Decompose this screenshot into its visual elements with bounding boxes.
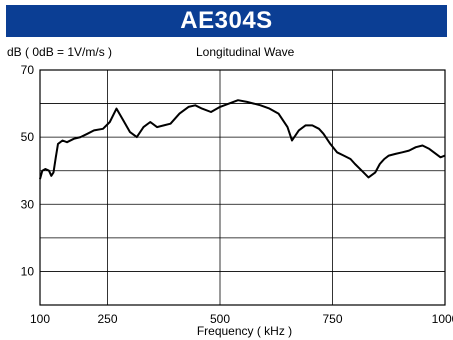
y-tick-label: 30 (21, 197, 35, 211)
title-banner: AE304S (6, 5, 447, 37)
y-tick-label: 50 (21, 130, 35, 144)
plot-frame (39, 69, 446, 306)
x-axis-label: Frequency ( kHz ) (197, 324, 292, 338)
x-tick-label: 100 (30, 312, 50, 326)
product-title: AE304S (180, 7, 273, 34)
y-axis-label: dB ( 0dB = 1V/m/s ) (7, 45, 113, 59)
x-tick-label: 750 (322, 312, 342, 326)
y-tick-label: 10 (21, 264, 35, 278)
sensitivity-curve (39, 99, 446, 180)
y-tick-label: 70 (21, 63, 35, 77)
x-tick-label: 250 (97, 312, 117, 326)
x-tick-label: 500 (210, 312, 230, 326)
chart-title: Longitudinal Wave (196, 45, 295, 59)
x-tick-label: 1000 (432, 312, 453, 326)
